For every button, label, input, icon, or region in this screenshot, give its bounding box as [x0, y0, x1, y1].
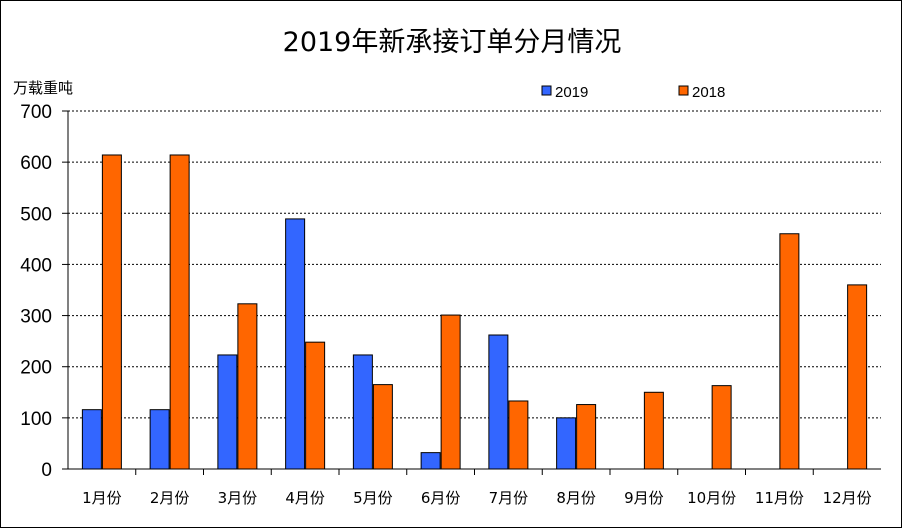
bar-2019-3月份 [217, 354, 238, 470]
bar-2018-11月份 [779, 233, 800, 470]
bar-2019-1月份 [81, 409, 102, 470]
x-tick-label: 9月份 [624, 489, 664, 507]
x-tick-label: 7月份 [489, 489, 529, 507]
bar-2019-2月份 [149, 409, 170, 470]
x-tick-label: 3月份 [218, 489, 258, 507]
bar-2019-5月份 [352, 354, 373, 470]
y-tick-label: 0 [41, 460, 52, 481]
x-tick-label: 6月份 [421, 489, 461, 507]
y-tick-label: 500 [20, 204, 52, 225]
y-tick-label: 600 [20, 153, 52, 174]
y-axis-unit-label: 万载重吨 [13, 79, 73, 97]
bar-2018-1月份 [101, 154, 122, 470]
chart-title: 2019年新承接订单分月情况 [283, 27, 622, 58]
bar-2018-5月份 [372, 384, 393, 470]
bar-2019-7月份 [488, 334, 509, 470]
legend-label-2018: 2018 [692, 84, 725, 101]
x-tick-label: 2月份 [150, 489, 190, 507]
x-tick-label: 12月份 [823, 489, 872, 507]
x-tick-label: 1月份 [82, 489, 122, 507]
x-tick-label: 11月份 [755, 489, 804, 507]
bar-2018-2月份 [169, 154, 190, 470]
y-tick-labels: 0 100 200 300 400 500 600 700 [20, 102, 52, 481]
x-tick-label: 4月份 [285, 489, 325, 507]
gridlines [68, 110, 881, 419]
bar-2018-12月份 [847, 284, 868, 470]
y-tick-label: 200 [20, 358, 52, 379]
bar-2019-8月份 [556, 417, 577, 470]
x-tick-label: 8月份 [556, 489, 596, 507]
bar-2019-4月份 [285, 218, 306, 470]
x-tick-labels: 1月份 2月份 3月份 4月份 5月份 6月份 7月份 8月份 9月份 10月份 11月份 12月份 [82, 489, 872, 507]
legend-swatch-2018 [678, 85, 689, 96]
bar-2018-8月份 [576, 404, 597, 470]
x-tick-label: 10月份 [687, 489, 736, 507]
y-tick-label: 300 [20, 307, 52, 328]
legend: 2019 2018 [541, 84, 725, 101]
bar-2019-6月份 [420, 452, 441, 470]
legend-swatch-2019 [541, 85, 552, 96]
y-tick-label: 100 [20, 409, 52, 430]
axes [62, 110, 881, 475]
bar-2018-3月份 [237, 303, 258, 470]
y-tick-label: 700 [20, 102, 52, 123]
legend-label-2019: 2019 [555, 84, 588, 101]
bar-2018-10月份 [711, 385, 732, 470]
bar-2018-4月份 [305, 341, 326, 470]
bar-2018-9月份 [643, 391, 664, 470]
bar-2018-6月份 [440, 314, 461, 470]
x-tick-label: 5月份 [353, 489, 393, 507]
bar-2018-7月份 [508, 400, 529, 470]
y-tick-label: 400 [20, 255, 52, 276]
bars [81, 154, 868, 470]
